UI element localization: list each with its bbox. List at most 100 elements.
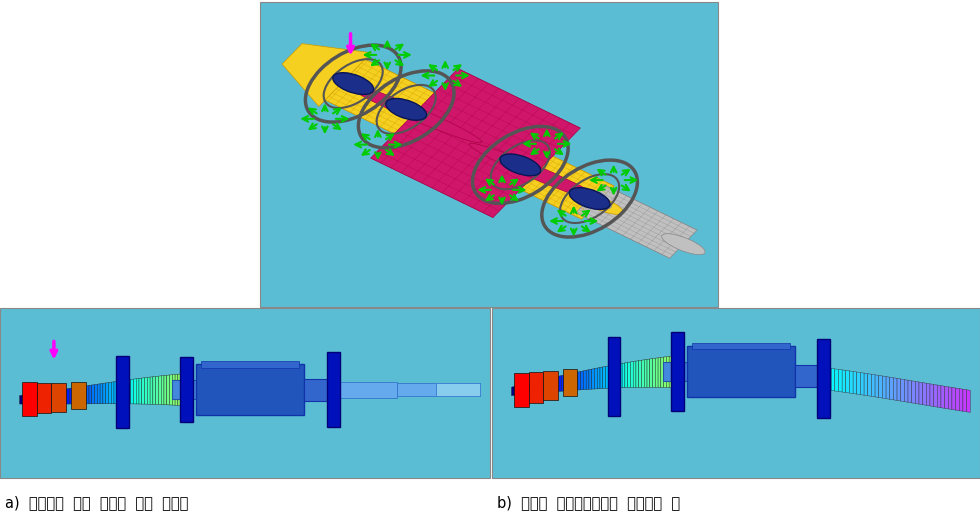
Bar: [492, 308, 980, 478]
FancyBboxPatch shape: [397, 383, 436, 396]
Polygon shape: [95, 384, 97, 404]
Polygon shape: [112, 382, 114, 404]
Polygon shape: [867, 373, 871, 396]
Polygon shape: [600, 367, 603, 389]
Polygon shape: [666, 356, 669, 387]
Polygon shape: [612, 365, 613, 388]
Polygon shape: [542, 379, 545, 393]
Polygon shape: [647, 359, 650, 387]
Polygon shape: [36, 393, 39, 404]
Polygon shape: [109, 382, 112, 404]
Polygon shape: [512, 386, 514, 396]
Polygon shape: [30, 394, 33, 404]
FancyBboxPatch shape: [671, 332, 684, 411]
Polygon shape: [879, 376, 882, 398]
Polygon shape: [172, 375, 175, 405]
Polygon shape: [827, 368, 831, 390]
Bar: [543, 371, 558, 400]
Polygon shape: [894, 378, 897, 401]
Bar: [260, 2, 718, 307]
Polygon shape: [167, 375, 170, 405]
Polygon shape: [644, 360, 647, 387]
Ellipse shape: [662, 234, 705, 255]
Ellipse shape: [569, 188, 610, 210]
Bar: [514, 373, 528, 407]
Polygon shape: [125, 380, 127, 404]
Polygon shape: [139, 378, 142, 404]
Polygon shape: [522, 384, 525, 395]
Polygon shape: [650, 359, 653, 387]
FancyBboxPatch shape: [327, 352, 340, 427]
FancyBboxPatch shape: [333, 381, 397, 398]
Polygon shape: [959, 388, 963, 411]
Polygon shape: [528, 383, 531, 394]
Polygon shape: [915, 381, 919, 404]
Polygon shape: [27, 394, 30, 404]
Polygon shape: [566, 374, 569, 391]
Ellipse shape: [503, 157, 554, 181]
FancyBboxPatch shape: [180, 358, 192, 422]
FancyBboxPatch shape: [608, 337, 620, 415]
Polygon shape: [86, 385, 89, 404]
Bar: [22, 382, 37, 416]
Bar: [51, 383, 67, 412]
Polygon shape: [556, 376, 559, 392]
Polygon shape: [831, 368, 835, 391]
FancyBboxPatch shape: [116, 356, 129, 428]
Polygon shape: [78, 387, 80, 404]
FancyBboxPatch shape: [201, 361, 299, 368]
Polygon shape: [627, 362, 630, 388]
FancyBboxPatch shape: [817, 339, 830, 418]
Polygon shape: [92, 385, 95, 404]
Bar: [37, 383, 51, 413]
Polygon shape: [534, 381, 536, 394]
Polygon shape: [616, 364, 619, 388]
Polygon shape: [937, 385, 941, 408]
Polygon shape: [42, 392, 45, 404]
Polygon shape: [136, 378, 139, 404]
Polygon shape: [70, 388, 73, 404]
Polygon shape: [100, 384, 103, 404]
Polygon shape: [370, 69, 580, 218]
Text: b)  주축의  고유주파수에서  진동모드  예: b) 주축의 고유주파수에서 진동모드 예: [497, 495, 680, 510]
Polygon shape: [156, 376, 159, 404]
Polygon shape: [114, 381, 117, 404]
Polygon shape: [661, 357, 663, 387]
Polygon shape: [659, 358, 661, 387]
Polygon shape: [672, 356, 674, 388]
Polygon shape: [525, 383, 528, 394]
Polygon shape: [145, 377, 147, 404]
Polygon shape: [642, 360, 644, 387]
Polygon shape: [575, 372, 578, 390]
Polygon shape: [630, 362, 633, 387]
FancyBboxPatch shape: [304, 379, 333, 401]
Polygon shape: [150, 377, 153, 404]
Polygon shape: [911, 381, 915, 403]
Polygon shape: [919, 382, 922, 405]
Polygon shape: [117, 381, 120, 404]
Polygon shape: [674, 355, 677, 388]
Ellipse shape: [347, 84, 482, 143]
Polygon shape: [922, 383, 926, 405]
Polygon shape: [23, 395, 25, 404]
Polygon shape: [180, 373, 183, 405]
Polygon shape: [103, 383, 106, 404]
Polygon shape: [908, 380, 911, 403]
Polygon shape: [956, 388, 959, 411]
Polygon shape: [142, 378, 145, 404]
Ellipse shape: [572, 190, 623, 214]
Polygon shape: [824, 368, 827, 390]
Polygon shape: [25, 394, 27, 404]
FancyBboxPatch shape: [687, 346, 795, 397]
Polygon shape: [61, 389, 64, 404]
FancyBboxPatch shape: [436, 383, 480, 396]
Bar: [0, 308, 490, 478]
Polygon shape: [80, 386, 83, 404]
Polygon shape: [559, 376, 562, 392]
Ellipse shape: [568, 188, 612, 209]
Text: a)  절삭력에  의한  주축의  정적  처짐예: a) 절삭력에 의한 주축의 정적 처짐예: [5, 495, 188, 510]
Bar: [528, 372, 543, 403]
Polygon shape: [882, 376, 886, 398]
Polygon shape: [153, 377, 156, 404]
Polygon shape: [183, 373, 186, 406]
